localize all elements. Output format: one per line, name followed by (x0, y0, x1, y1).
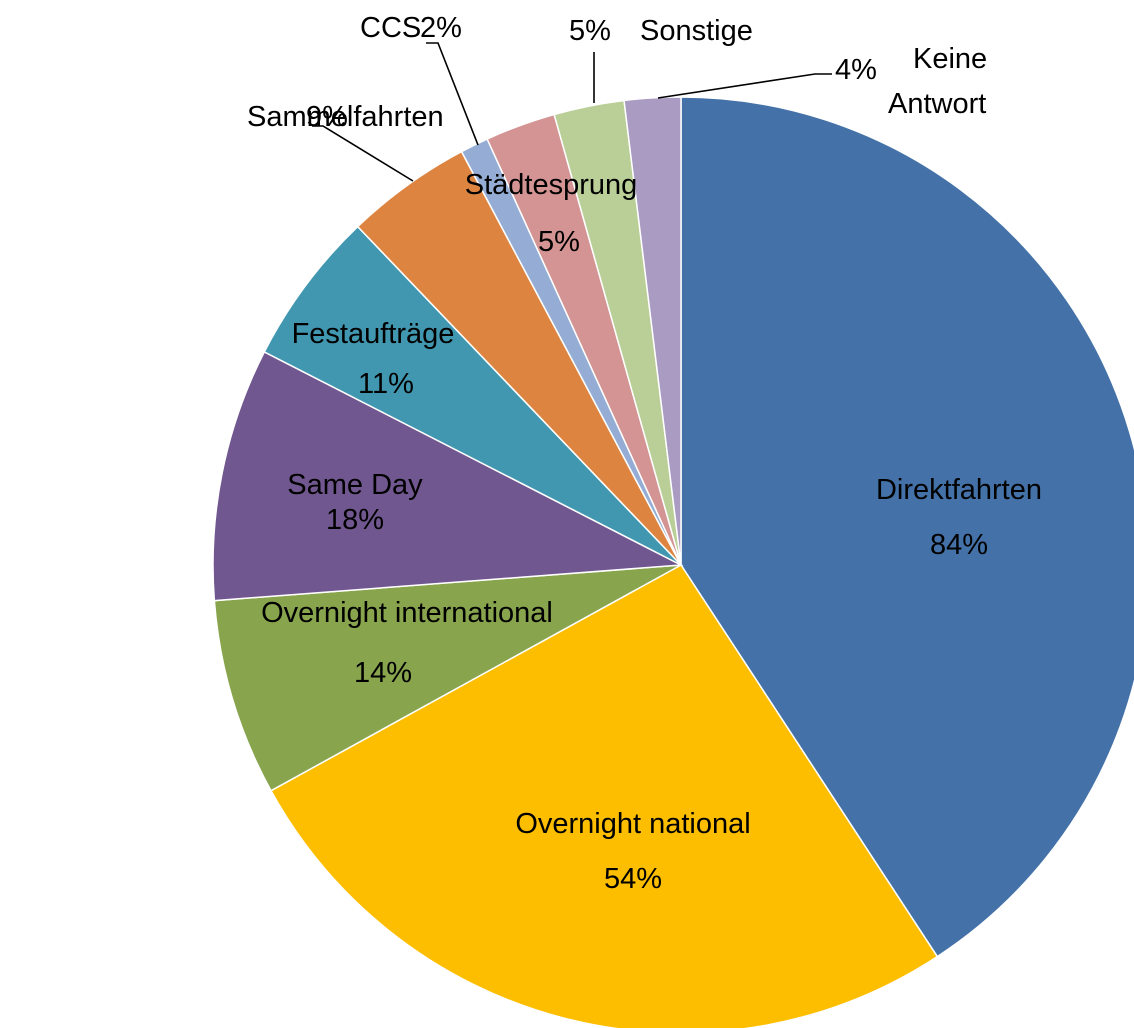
slice-label-sonstige-1: Sonstige (640, 15, 753, 47)
slice-value-keine-antwort-0: 4% (835, 54, 877, 86)
slice-label-staedtesprung: Städtesprung (465, 169, 638, 201)
slice-label-overnight-international: Overnight international (261, 597, 553, 629)
slice-value-sammelfahrten-1: 9% (306, 101, 348, 133)
slice-value-staedtesprung: 5% (538, 226, 580, 258)
slice-value-overnight-international: 14% (354, 657, 412, 689)
slice-label-ccs-0: CCS (360, 12, 421, 44)
slice-value-sonstige-0: 5% (569, 15, 611, 47)
pie-slice-festauftraege (263, 225, 682, 566)
slice-value-ccs-1: 2% (420, 12, 462, 44)
slice-value-direktfahrten: 84% (930, 529, 988, 561)
slice-value-overnight-national: 54% (604, 863, 662, 895)
pie-slice-overnight-international (213, 564, 682, 792)
leader-line-ccs (426, 42, 479, 146)
leader-line-sammelfahrten (312, 125, 414, 182)
leader-line-keine-antwort (657, 73, 832, 99)
slice-value-festauftraege: 11% (358, 368, 414, 400)
slice-label-sammelfahrten-0: Sammelfahrten (247, 101, 444, 133)
pie-slice-same-day (212, 350, 684, 602)
slice-label-overnight-national: Overnight national (515, 808, 750, 840)
slice-label-same-day: Same Day (287, 469, 423, 501)
slice-label-direktfahrten: Direktfahrten (876, 474, 1042, 506)
slice-label-festauftraege: Festaufträge (292, 318, 455, 350)
pie-slice-direktfahrten (680, 96, 1134, 958)
slice-value-same-day: 18% (326, 504, 384, 536)
pie-slice-overnight-national (270, 564, 939, 1028)
pie-slice-keine-antwort (623, 96, 682, 566)
slice-label-keine-antwort-1: Keine (913, 43, 987, 75)
slice-label-keine-antwort-2: Antwort (888, 88, 986, 120)
